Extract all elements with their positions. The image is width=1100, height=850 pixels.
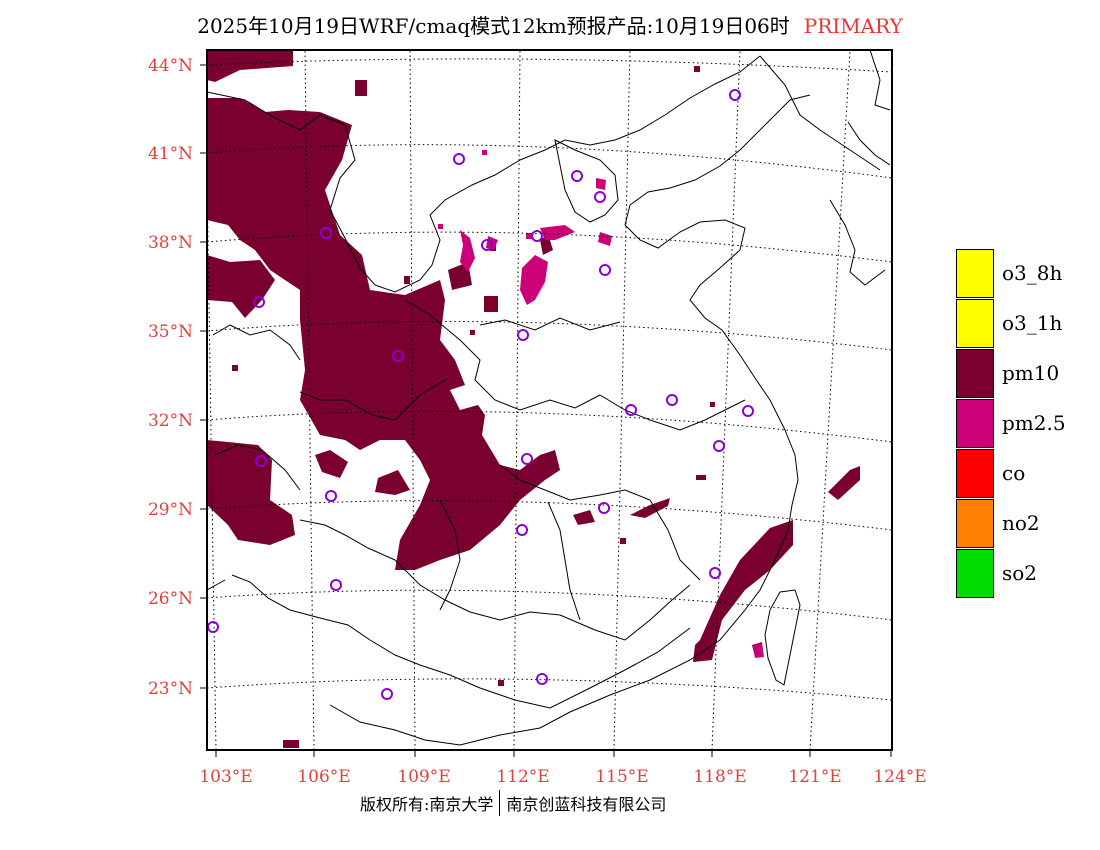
legend-item-o3-1h: o3_1h [956,298,1066,348]
legend-item-no2: no2 [956,498,1066,548]
title-main: 2025年10月19日WRF/cmaq模式12km预报产品:10月19日06时 [197,14,790,38]
station-marker [531,230,543,242]
pm25-region [438,150,764,658]
legend-label: so2 [1002,561,1038,585]
station-marker [517,329,529,341]
lat-label: 41°N [148,144,193,164]
station-marker [666,394,678,406]
legend: o3_8h o3_1h pm10 pm2.5 co no2 so2 [956,248,1066,598]
station-marker [207,621,219,633]
legend-label: o3_1h [1002,311,1063,335]
legend-label: o3_8h [1002,261,1063,285]
map-frame [206,49,893,751]
station-marker [713,440,725,452]
legend-label: co [1002,461,1026,485]
station-marker [709,567,721,579]
lon-label: 121°E [788,767,841,787]
legend-item-co: co [956,448,1066,498]
lat-label: 26°N [148,589,193,609]
lon-label: 103°E [199,767,252,787]
lon-label: 109°E [397,767,450,787]
lon-label: 106°E [297,767,350,787]
lat-label: 35°N [148,322,193,342]
legend-item-pm25: pm2.5 [956,398,1066,448]
station-marker [625,404,637,416]
station-marker [481,239,493,251]
legend-label: pm10 [1002,361,1060,385]
station-marker [330,579,342,591]
lon-label: 112°E [496,767,549,787]
legend-swatch [956,248,994,298]
map-title: 2025年10月19日WRF/cmaq模式12km预报产品:10月19日06时 P… [0,10,1100,39]
legend-swatch [956,398,994,448]
station-marker [392,350,404,362]
lat-label: 32°N [148,411,193,431]
legend-label: no2 [1002,511,1040,535]
lon-label: 115°E [595,767,648,787]
graticule [207,50,892,750]
pollutant-layer [207,50,860,748]
title-primary-tag: PRIMARY [803,14,903,38]
copyright-footer: 版权所有:南京大学 南京创蓝科技有限公司 [360,790,666,816]
station-marker [729,89,741,101]
station-marker [253,296,265,308]
station-marker [325,490,337,502]
station-marker [571,170,583,182]
lon-label: 118°E [693,767,746,787]
legend-item-so2: so2 [956,548,1066,598]
station-marker [521,453,533,465]
copyright-left: 版权所有:南京大学 [360,795,494,814]
legend-swatch [956,548,994,598]
footer-divider [499,790,501,816]
station-marker [594,191,606,203]
lon-label: 124°E [873,767,926,787]
station-marker [598,502,610,514]
station-marker [536,673,548,685]
station-marker [599,264,611,276]
lat-label: 44°N [148,56,193,76]
lat-label: 29°N [148,500,193,520]
longitude-labels: 103°E 106°E 109°E 112°E 115°E 118°E 121°… [199,767,926,787]
legend-swatch [956,298,994,348]
axis-ticks [200,64,892,757]
copyright-right: 南京创蓝科技有限公司 [506,795,667,814]
station-marker [453,153,465,165]
lat-label: 38°N [148,233,193,253]
legend-label: pm2.5 [1002,411,1066,435]
legend-swatch [956,448,994,498]
legend-swatch [956,498,994,548]
station-marker [381,688,393,700]
province-boundaries [207,50,891,746]
station-markers [207,89,754,700]
legend-item-pm10: pm10 [956,348,1066,398]
station-marker [516,524,528,536]
station-marker [742,405,754,417]
legend-swatch [956,348,994,398]
station-marker [320,227,332,239]
lat-label: 23°N [148,679,193,699]
latitude-labels: 44°N 41°N 38°N 35°N 32°N 29°N 26°N 23°N [148,56,193,699]
station-marker [255,455,267,467]
legend-item-o3-8h: o3_8h [956,248,1066,298]
